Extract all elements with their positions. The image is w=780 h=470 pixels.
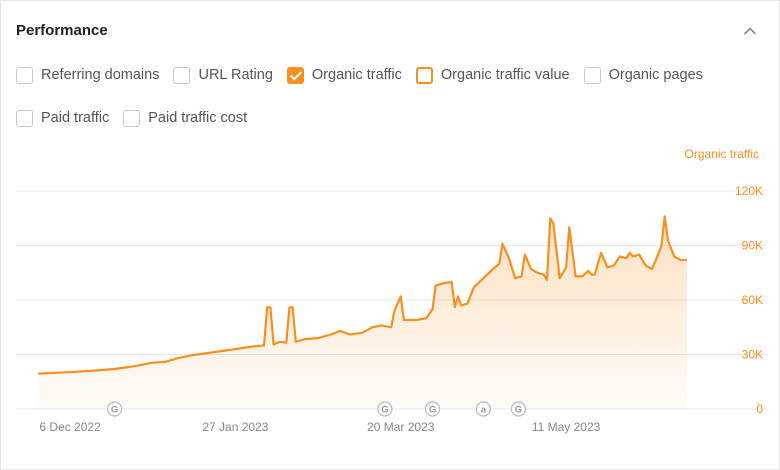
- y-axis-ticks: 120K 90K 60K 30K 0: [735, 184, 763, 416]
- checkbox-box[interactable]: [123, 109, 141, 127]
- marker-symbol: G: [515, 405, 522, 416]
- y-tick-label: 0: [756, 402, 763, 416]
- x-tick-label: 27 Jan 2023: [202, 420, 268, 434]
- panel-header: Performance: [16, 21, 766, 45]
- annotation-marker[interactable]: a: [475, 401, 492, 417]
- checkbox-label: Organic traffic value: [440, 67, 570, 83]
- google-update-marker[interactable]: G: [377, 401, 393, 417]
- panel-title: Performance: [16, 22, 108, 39]
- y-tick-label: 30K: [742, 348, 763, 362]
- organic-traffic-chart[interactable]: 120K 90K 60K 30K 0 6 Dec 2022 27 Jan 2023 20 M…: [1, 141, 780, 441]
- organic-traffic-line[interactable]: [38, 215, 687, 375]
- checkbox-label: Organic traffic: [311, 67, 402, 83]
- checkbox-organic-traffic[interactable]: Organic traffic: [286, 66, 402, 84]
- marker-symbol: G: [381, 405, 388, 416]
- checkbox-box-checked[interactable]: [286, 66, 304, 84]
- google-update-marker[interactable]: G: [510, 401, 526, 417]
- google-update-marker[interactable]: G: [424, 401, 441, 417]
- checkbox-box[interactable]: [583, 66, 601, 84]
- checkbox-organic-pages[interactable]: Organic pages: [583, 66, 703, 84]
- chevron-up-icon[interactable]: [742, 23, 758, 39]
- x-tick-label: 20 Mar 2023: [367, 420, 435, 434]
- checkbox-paid-traffic[interactable]: Paid traffic: [16, 109, 109, 127]
- chart-legend-label: Organic traffic: [684, 147, 759, 161]
- checkbox-url-rating[interactable]: URL Rating: [173, 66, 273, 84]
- metric-checkbox-row-2: Paid traffic Paid traffic cost: [16, 107, 261, 129]
- checkbox-box[interactable]: [173, 66, 191, 84]
- x-tick-label: 11 May 2023: [532, 420, 601, 434]
- checkbox-label: URL Rating: [198, 67, 273, 83]
- marker-symbol: G: [429, 405, 436, 416]
- x-tick-label: 6 Dec 2022: [39, 420, 101, 434]
- x-axis-ticks: 6 Dec 2022 27 Jan 2023 20 Mar 2023 11 May 2…: [39, 420, 600, 434]
- checkbox-paid-traffic-cost[interactable]: Paid traffic cost: [123, 109, 247, 127]
- y-tick-label: 60K: [742, 293, 763, 307]
- checkbox-label: Paid traffic cost: [148, 110, 248, 126]
- checkbox-box[interactable]: [415, 66, 433, 84]
- checkbox-organic-traffic-value[interactable]: Organic traffic value: [415, 66, 570, 84]
- y-tick-label: 120K: [735, 184, 763, 198]
- checkbox-box[interactable]: [16, 66, 33, 84]
- metric-checkbox-row-1: Referring domains URL Rating Organic tra…: [16, 64, 717, 86]
- checkbox-label: Referring domains: [41, 67, 160, 83]
- checkbox-referring-domains[interactable]: Referring domains: [16, 66, 159, 84]
- marker-symbol: G: [111, 405, 118, 416]
- marker-symbol: a: [481, 405, 487, 416]
- checkbox-label: Organic pages: [608, 67, 703, 83]
- organic-traffic-area: [38, 216, 687, 409]
- google-update-marker[interactable]: G: [106, 401, 123, 417]
- checkbox-box[interactable]: [16, 109, 33, 127]
- y-tick-label: 90K: [742, 239, 763, 253]
- checkbox-label: Paid traffic: [41, 110, 110, 126]
